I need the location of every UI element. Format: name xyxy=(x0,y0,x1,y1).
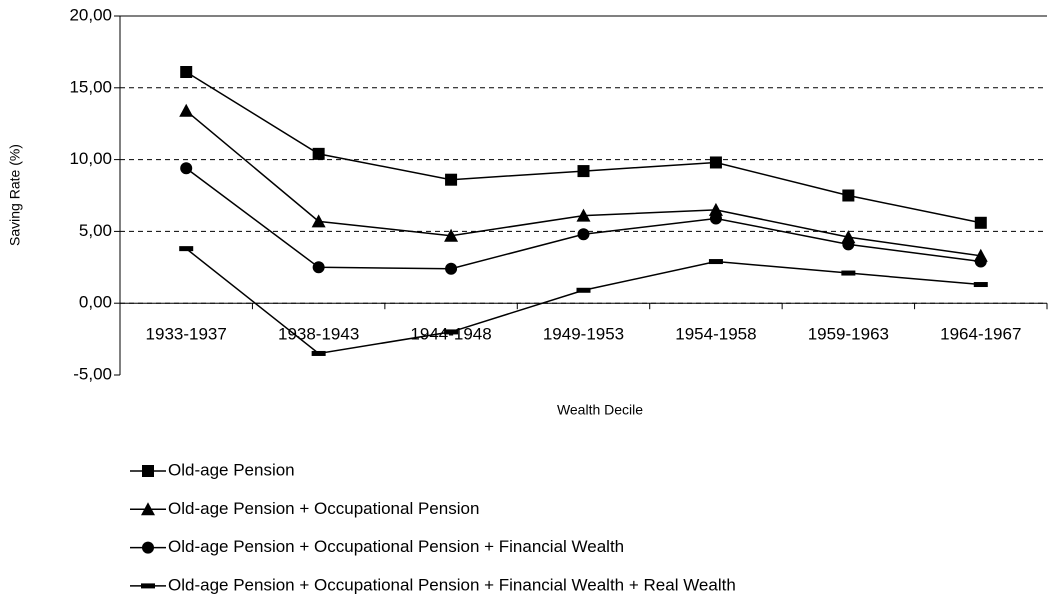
legend-label: Old-age Pension + Occupational Pension xyxy=(168,499,479,518)
marker xyxy=(311,350,326,356)
marker xyxy=(708,202,723,216)
y-tick-label: 0,00 xyxy=(79,293,112,312)
marker xyxy=(708,259,723,265)
marker xyxy=(973,282,988,288)
marker xyxy=(312,261,325,274)
marker xyxy=(709,156,722,169)
legend-label: Old-age Pension + Occupational Pension +… xyxy=(168,575,736,594)
y-tick-label: 20,00 xyxy=(69,5,112,24)
x-tick-label: 1964-1967 xyxy=(940,325,1021,344)
marker xyxy=(576,208,591,222)
marker xyxy=(179,246,194,252)
marker xyxy=(974,255,987,268)
marker xyxy=(142,465,154,477)
marker xyxy=(577,165,590,178)
x-tick-label: 1933-1937 xyxy=(146,325,227,344)
marker xyxy=(444,228,459,242)
y-tick-label: 15,00 xyxy=(69,77,112,96)
x-tick-label: 1954-1958 xyxy=(675,325,756,344)
marker xyxy=(445,262,458,275)
marker xyxy=(709,212,722,225)
marker xyxy=(312,147,325,160)
marker xyxy=(444,329,459,335)
legend-label: Old-age Pension xyxy=(168,460,295,479)
marker xyxy=(974,216,987,229)
marker xyxy=(576,287,591,293)
y-tick-label: 5,00 xyxy=(79,221,112,240)
marker xyxy=(141,583,155,589)
x-tick-label: 1949-1953 xyxy=(543,325,624,344)
marker xyxy=(180,66,193,79)
y-tick-label: -5,00 xyxy=(73,364,112,383)
marker xyxy=(842,189,855,202)
marker xyxy=(841,270,856,276)
marker xyxy=(311,214,326,228)
legend-label: Old-age Pension + Occupational Pension +… xyxy=(168,537,624,556)
marker xyxy=(445,173,458,186)
y-tick-label: 10,00 xyxy=(69,149,112,168)
marker xyxy=(179,103,194,117)
marker xyxy=(577,228,590,241)
x-axis-label: Wealth Decile xyxy=(557,402,643,418)
marker xyxy=(180,162,193,175)
marker xyxy=(142,541,154,554)
series-line xyxy=(185,71,981,224)
x-tick-label: 1938-1943 xyxy=(278,325,359,344)
y-axis-label: Saving Rate (%) xyxy=(7,144,23,246)
marker xyxy=(141,502,155,516)
marker xyxy=(842,238,855,251)
x-tick-label: 1959-1963 xyxy=(808,325,889,344)
